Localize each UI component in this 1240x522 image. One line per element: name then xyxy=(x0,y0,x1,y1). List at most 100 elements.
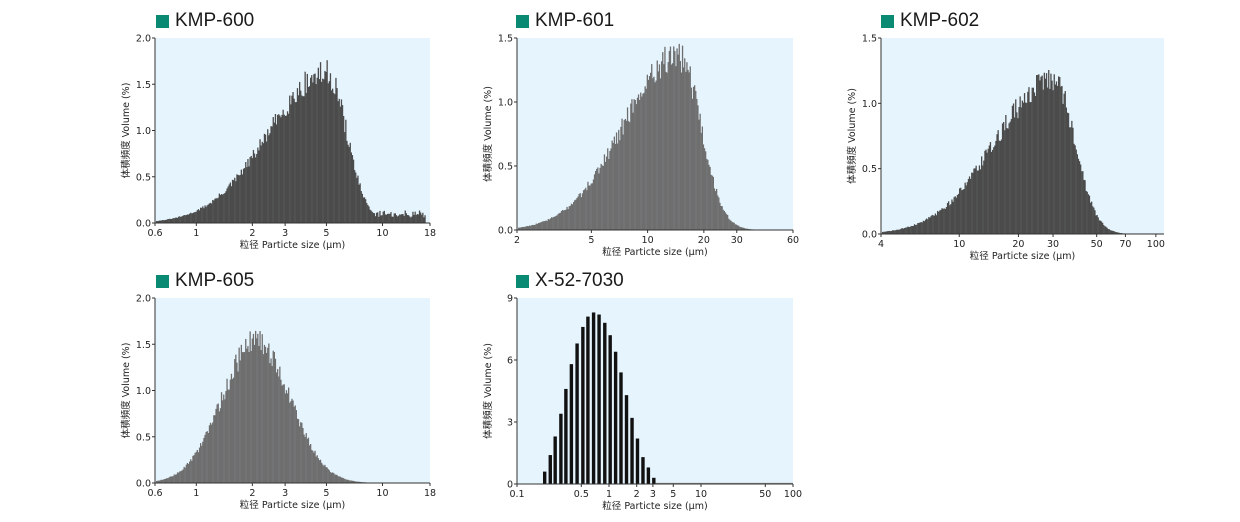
histogram-bar xyxy=(156,481,158,483)
histogram-bar xyxy=(178,472,180,483)
histogram-bar xyxy=(1078,161,1081,234)
x-tick-label: 50 xyxy=(759,489,771,500)
y-tick-label: 1.5 xyxy=(862,34,877,45)
histogram-bar xyxy=(580,197,582,230)
histogram-bar xyxy=(545,220,547,230)
histogram-bar xyxy=(619,372,623,484)
histogram-bar xyxy=(399,214,401,223)
histogram-bar xyxy=(358,481,360,483)
histogram-bar xyxy=(161,479,163,483)
histogram-bar xyxy=(1012,103,1015,234)
histogram-bar xyxy=(702,144,705,230)
histogram-bar xyxy=(305,433,307,483)
histogram-bar xyxy=(228,389,230,483)
histogram-bar xyxy=(402,214,404,223)
histogram-bar xyxy=(420,212,422,223)
histogram-bar xyxy=(237,371,239,483)
histogram-bar xyxy=(612,142,614,230)
histogram-bar xyxy=(997,130,999,234)
histogram-bar xyxy=(721,206,723,230)
histogram-bar xyxy=(211,203,213,223)
histogram-bar xyxy=(573,202,575,230)
histogram-bar xyxy=(898,229,900,234)
histogram-bar xyxy=(542,221,544,230)
histogram-bar xyxy=(592,179,595,230)
y-axis-label: 体積頻度 Volume (%) xyxy=(482,86,494,182)
histogram-bar xyxy=(383,210,385,223)
histogram-bar xyxy=(581,193,584,230)
title-square-icon xyxy=(516,274,529,288)
histogram-bar xyxy=(546,220,548,230)
histogram-bar xyxy=(319,459,322,483)
histogram-bar xyxy=(312,450,314,483)
histogram-bar xyxy=(220,194,223,223)
histogram-bar xyxy=(351,155,354,223)
histogram-bar xyxy=(275,124,278,223)
histogram-bar xyxy=(735,224,738,230)
histogram-bar xyxy=(575,343,579,484)
histogram-bar xyxy=(318,460,321,483)
histogram-bar xyxy=(727,214,729,230)
histogram-bar xyxy=(379,210,381,223)
histogram-bar xyxy=(992,149,994,234)
histogram-bar xyxy=(411,216,413,223)
chart-panel-kmp-605: KMP-605 0.0 0.5 1.0 1.5 2.0 0.6 1 2 3 5 10 18 粒径 Par… xyxy=(110,268,450,520)
histogram-bar xyxy=(380,215,382,223)
histogram-bar xyxy=(253,153,256,223)
histogram-bar xyxy=(409,216,411,223)
histogram-bar xyxy=(651,64,653,230)
histogram-bar xyxy=(1015,99,1017,234)
chart-title-wrap: KMP-601 xyxy=(516,10,614,32)
histogram-bar xyxy=(700,132,702,230)
histogram-bar xyxy=(666,72,668,230)
y-tick-label: 0 xyxy=(507,480,513,491)
histogram-bar xyxy=(742,227,744,230)
histogram-bar xyxy=(250,350,252,483)
histogram-bar xyxy=(330,472,333,483)
histogram-bar xyxy=(908,226,910,234)
histogram-bar xyxy=(590,183,592,230)
x-tick-label: 2 xyxy=(514,235,520,246)
histogram-bar xyxy=(205,206,207,223)
histogram-bar xyxy=(250,155,252,223)
histogram-bar xyxy=(325,71,327,223)
histogram-bar xyxy=(657,71,659,230)
histogram-bar xyxy=(626,107,629,230)
histogram-bar xyxy=(718,197,720,230)
histogram-bar xyxy=(617,143,619,230)
histogram-bar xyxy=(625,120,628,230)
histogram-bar xyxy=(277,114,279,223)
histogram-bar xyxy=(345,119,347,223)
histogram-bar xyxy=(543,221,545,230)
histogram-bar xyxy=(226,188,228,223)
histogram-bar xyxy=(588,185,590,230)
histogram-bar xyxy=(338,476,340,483)
histogram-bar xyxy=(679,60,681,231)
histogram-bar xyxy=(335,77,337,223)
histogram-bar xyxy=(194,212,196,223)
histogram-bar xyxy=(907,226,909,234)
histogram-bar xyxy=(306,438,308,483)
histogram-bar xyxy=(530,225,532,230)
histogram-bar xyxy=(418,210,421,223)
histogram-bar xyxy=(281,114,283,223)
histogram-bar xyxy=(1006,128,1008,234)
histogram-bar xyxy=(274,113,277,223)
histogram-bar xyxy=(949,205,951,234)
chart-panel-x-52-7030: X-52-7030 0 3 6 9 0.1 0.5 1 2 3 5 10 50 100 粒径 Partic… xyxy=(470,268,810,520)
histogram-bar xyxy=(672,63,674,231)
histogram-bar xyxy=(1022,102,1025,234)
histogram-bar xyxy=(1099,220,1102,234)
histogram-bar xyxy=(563,210,565,230)
histogram-bar xyxy=(633,99,635,231)
histogram-bar xyxy=(533,224,535,230)
histogram-bar xyxy=(238,347,240,483)
histogram-bar xyxy=(635,104,637,230)
histogram-bar xyxy=(322,464,324,483)
x-tick-label: 18 xyxy=(424,488,436,499)
histogram-bar xyxy=(285,115,288,223)
x-tick-label: 5 xyxy=(588,235,594,246)
histogram-bar xyxy=(534,224,536,230)
y-tick-label: 0.5 xyxy=(136,172,151,183)
